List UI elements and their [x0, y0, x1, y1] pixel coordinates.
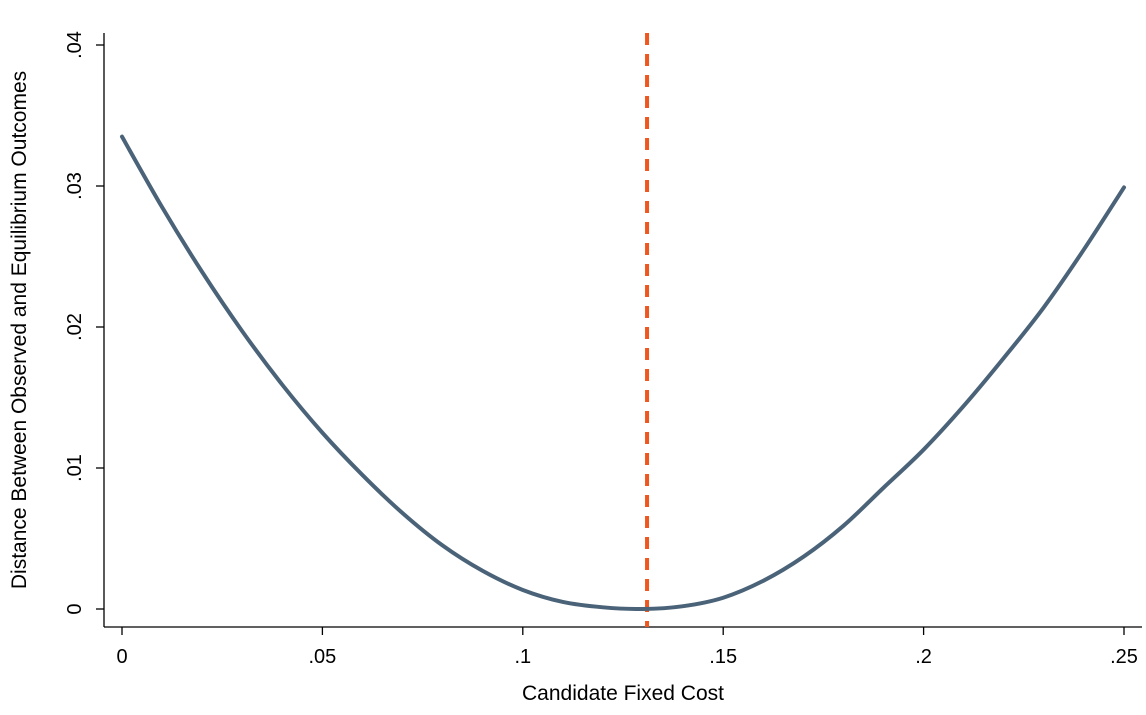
x-tick-label: .15	[709, 646, 737, 668]
y-tick-label: .03	[64, 172, 86, 200]
series-line	[120, 134, 1126, 612]
y-tick-label: 0	[64, 603, 86, 614]
y-tick-label: .01	[64, 454, 86, 482]
x-axis-ticks: 0 .05 .1 .15 .2 .25	[116, 627, 1138, 668]
x-tick-label: 0	[116, 646, 127, 668]
y-axis-title: Distance Between Observed and Equilibriu…	[8, 71, 31, 589]
x-tick-label: .2	[915, 646, 932, 668]
x-tick-label: .1	[514, 646, 531, 668]
y-tick-label: .04	[64, 31, 86, 59]
x-tick-label: .25	[1110, 646, 1138, 668]
x-axis-title: Candidate Fixed Cost	[522, 682, 724, 705]
y-axis-ticks: 0 .01 .02 .03 .04	[64, 31, 104, 615]
y-tick-label: .02	[64, 313, 86, 341]
x-tick-label: .05	[308, 646, 336, 668]
